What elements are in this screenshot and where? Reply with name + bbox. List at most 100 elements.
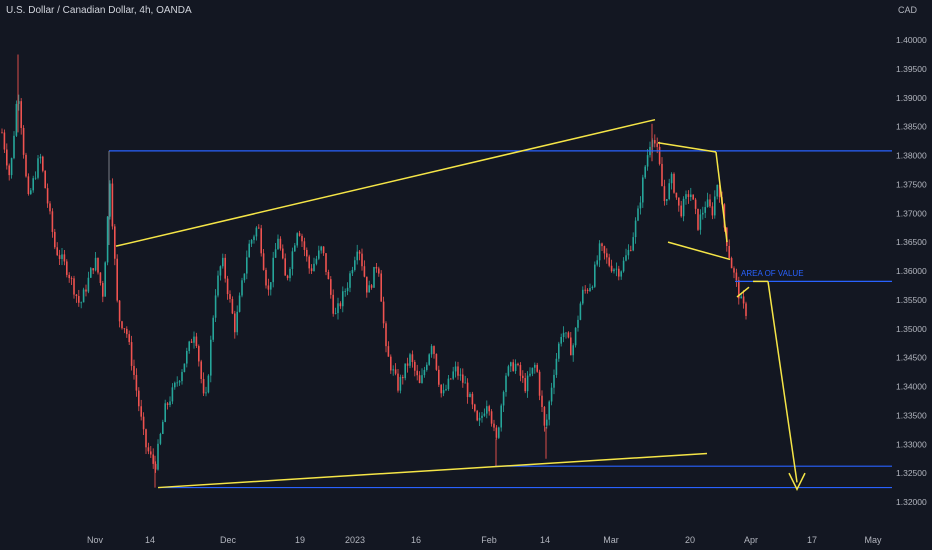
candle-body [687, 194, 690, 197]
candle-body [42, 156, 44, 171]
candle-body [510, 362, 512, 367]
y-tick-label: 1.38000 [896, 151, 927, 161]
candle-body [294, 245, 296, 252]
candle-body [639, 202, 642, 209]
candle-body [327, 271, 330, 280]
candle-body [450, 378, 452, 380]
candle-body [277, 238, 279, 250]
candle-body [135, 374, 138, 391]
candle-body [646, 155, 649, 167]
price-axis: 1.40000 1.39500 1.39000 1.38500 1.38000 1.375… [896, 35, 927, 507]
candle-body [238, 295, 241, 312]
y-tick-label: 1.34000 [896, 382, 927, 392]
candle-body [699, 214, 702, 230]
candle-body [694, 199, 697, 209]
candle-body [183, 363, 186, 372]
candle-body [558, 343, 560, 359]
candle-body [246, 257, 248, 274]
candle-body [255, 227, 258, 237]
candle-body [459, 374, 462, 376]
candle-body [366, 276, 368, 293]
candle-body [248, 243, 250, 258]
candle-body [106, 216, 109, 263]
candle-body [78, 296, 80, 303]
candle-body [70, 278, 73, 279]
candle-body [37, 158, 39, 178]
candle-body [546, 419, 548, 426]
candle-body [471, 393, 474, 405]
candle-body [166, 403, 169, 406]
candle-body [507, 366, 510, 376]
candle-body [589, 287, 591, 292]
candle-body [517, 363, 519, 365]
x-tick-label: Dec [220, 535, 237, 545]
candle-body [483, 413, 486, 416]
y-tick-label: 1.34500 [896, 353, 927, 363]
candle-body [606, 253, 608, 258]
candle-body [116, 258, 118, 301]
candle-body [692, 194, 694, 200]
candle-body [584, 289, 586, 291]
candle-body [298, 233, 301, 236]
candle-body [25, 154, 27, 177]
candle-body [730, 258, 733, 269]
candle-body [363, 266, 366, 277]
candle-body [286, 275, 289, 279]
candle-body [735, 272, 738, 281]
candle-body [342, 291, 344, 307]
candle-body [205, 392, 207, 394]
candle-body [210, 339, 212, 376]
candle-body [397, 373, 399, 391]
candle-body [171, 387, 174, 402]
candle-body [253, 236, 255, 241]
candle-body [334, 313, 337, 314]
candle-body [579, 303, 582, 320]
candle-body [685, 194, 687, 199]
candle-body [627, 249, 630, 256]
candle-body [301, 235, 303, 242]
candle-body [562, 332, 565, 338]
candle-body [80, 302, 82, 304]
x-tick-label: 14 [145, 535, 155, 545]
candle-body [392, 369, 394, 371]
y-tick-label: 1.39500 [896, 64, 927, 74]
candle-body [409, 354, 411, 366]
candle-body [13, 135, 15, 159]
candle-body [615, 268, 618, 270]
candle-body [711, 206, 714, 216]
candle-body [361, 253, 363, 267]
upper-trendline [115, 118, 656, 247]
candle-body [534, 364, 536, 368]
candle-body [742, 296, 745, 304]
candle-body [274, 249, 277, 258]
candle-body [181, 371, 183, 382]
candle-body [296, 233, 298, 246]
candle-body [522, 375, 524, 379]
y-tick-label: 1.32500 [896, 468, 927, 478]
candle-body [457, 366, 459, 376]
candle-body [582, 289, 584, 304]
candle-body [61, 254, 63, 259]
candle-body [435, 353, 438, 370]
flag-top-line [657, 142, 717, 153]
y-tick-label: 1.36500 [896, 237, 927, 247]
candle-body [54, 231, 56, 248]
x-tick-label: 16 [411, 535, 421, 545]
candle-body [502, 392, 505, 406]
projection-arrow-head [788, 472, 806, 491]
x-tick-label: Mar [603, 535, 619, 545]
candle-body [10, 158, 13, 176]
x-tick-label: 17 [807, 535, 817, 545]
candle-body [18, 101, 20, 104]
candle-body [678, 197, 680, 206]
candle-body [380, 273, 382, 302]
axis-currency-label: CAD [898, 5, 918, 15]
candle-body [250, 240, 253, 244]
candle-body [601, 243, 603, 247]
candle-body [512, 362, 514, 371]
candle-body [538, 371, 541, 396]
candle-body [704, 207, 706, 213]
candle-body [92, 268, 94, 271]
candle-body [529, 373, 531, 376]
